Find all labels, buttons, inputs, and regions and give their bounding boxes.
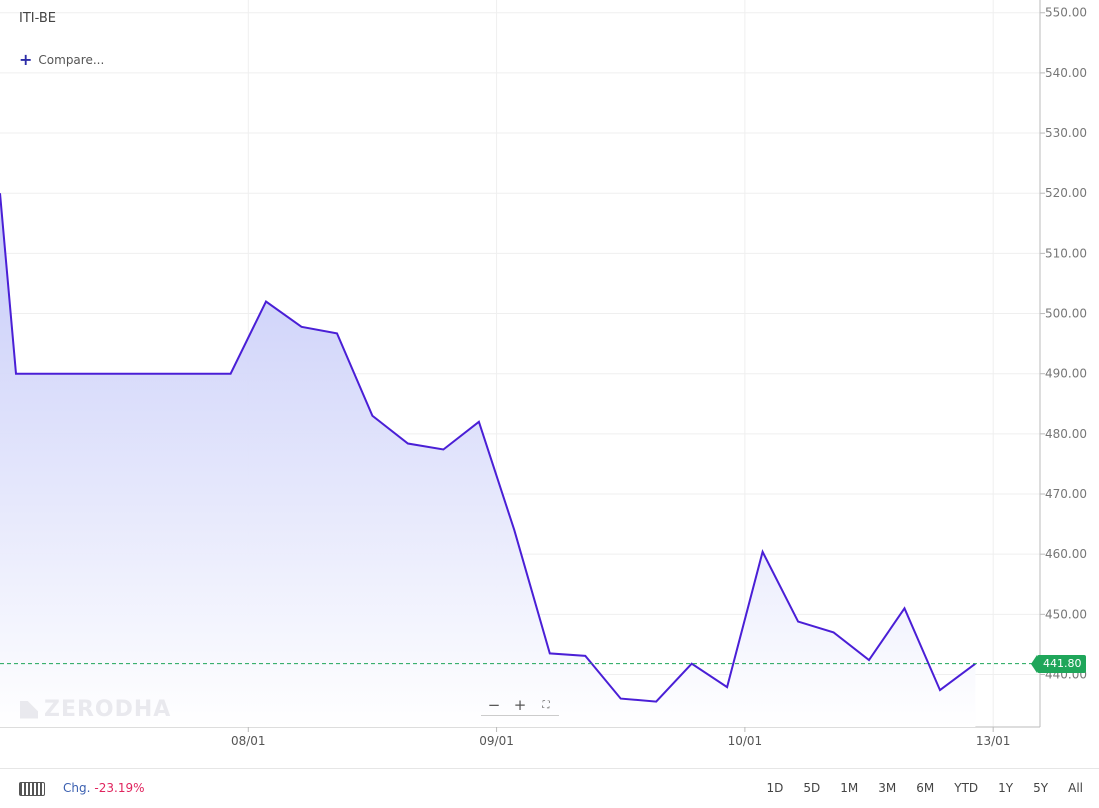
zoom-out-button[interactable]: − xyxy=(487,696,501,714)
price-line xyxy=(0,193,976,703)
change-value: -23.19% xyxy=(94,781,145,795)
range-5d-button[interactable]: 5D xyxy=(803,781,821,795)
y-tick-label: 470.00 xyxy=(1045,487,1087,501)
last-price-tag: 441.80 xyxy=(1031,654,1086,673)
range-1m-button[interactable]: 1M xyxy=(840,781,859,795)
price-chart[interactable]: 440.00450.00460.00470.00480.00490.00500.… xyxy=(0,0,1099,768)
x-tick-label: 08/01 xyxy=(231,734,266,748)
x-tick-label: 09/01 xyxy=(479,734,514,748)
y-tick-label: 500.00 xyxy=(1045,307,1087,321)
y-tick-label: 460.00 xyxy=(1045,547,1087,561)
compare-label: Compare... xyxy=(38,53,105,67)
range-1y-button[interactable]: 1Y xyxy=(998,781,1014,795)
x-tick-label: 10/01 xyxy=(728,734,763,748)
price-area xyxy=(0,193,976,727)
zoom-in-button[interactable]: + xyxy=(513,696,527,714)
y-tick-label: 510.00 xyxy=(1045,246,1087,260)
y-tick-label: 550.00 xyxy=(1045,6,1087,20)
range-selector: 1D 5D 1M 3M 6M YTD 1Y 5Y All xyxy=(747,781,1083,795)
zoom-controls: − + ⛶ xyxy=(481,695,559,716)
plus-icon: + xyxy=(19,50,33,69)
y-tick-label: 450.00 xyxy=(1045,607,1087,621)
range-5y-button[interactable]: 5Y xyxy=(1033,781,1049,795)
y-tick-label: 540.00 xyxy=(1045,66,1087,80)
x-tick-label: 13/01 xyxy=(976,734,1011,748)
y-tick-label: 480.00 xyxy=(1045,427,1087,441)
change-label: Chg. xyxy=(63,781,91,795)
zerodha-logo-icon xyxy=(20,700,38,719)
range-1d-button[interactable]: 1D xyxy=(766,781,784,795)
zerodha-watermark: ZERODHA xyxy=(20,697,171,722)
change-indicator: Chg. -23.19% xyxy=(63,781,145,795)
fullscreen-button[interactable]: ⛶ xyxy=(542,699,550,711)
chart-area[interactable]: 440.00 450.00 460.00 470.00 480.00 490.00 500.… xyxy=(0,0,1099,768)
keyboard-icon[interactable] xyxy=(19,782,45,796)
y-tick-label: 530.00 xyxy=(1045,126,1087,140)
watermark-text: ZERODHA xyxy=(44,697,172,722)
range-3m-button[interactable]: 3M xyxy=(878,781,897,795)
range-all-button[interactable]: All xyxy=(1068,781,1083,795)
y-tick-label: 490.00 xyxy=(1045,367,1087,381)
y-tick-label: 520.00 xyxy=(1045,186,1087,200)
compare-button[interactable]: + Compare... xyxy=(19,50,105,69)
chart-footer: Chg. -23.19% 1D 5D 1M 3M 6M YTD 1Y 5Y All xyxy=(0,768,1099,808)
range-ytd-button[interactable]: YTD xyxy=(954,781,979,795)
range-6m-button[interactable]: 6M xyxy=(916,781,935,795)
symbol-title: ITI-BE xyxy=(19,11,56,26)
